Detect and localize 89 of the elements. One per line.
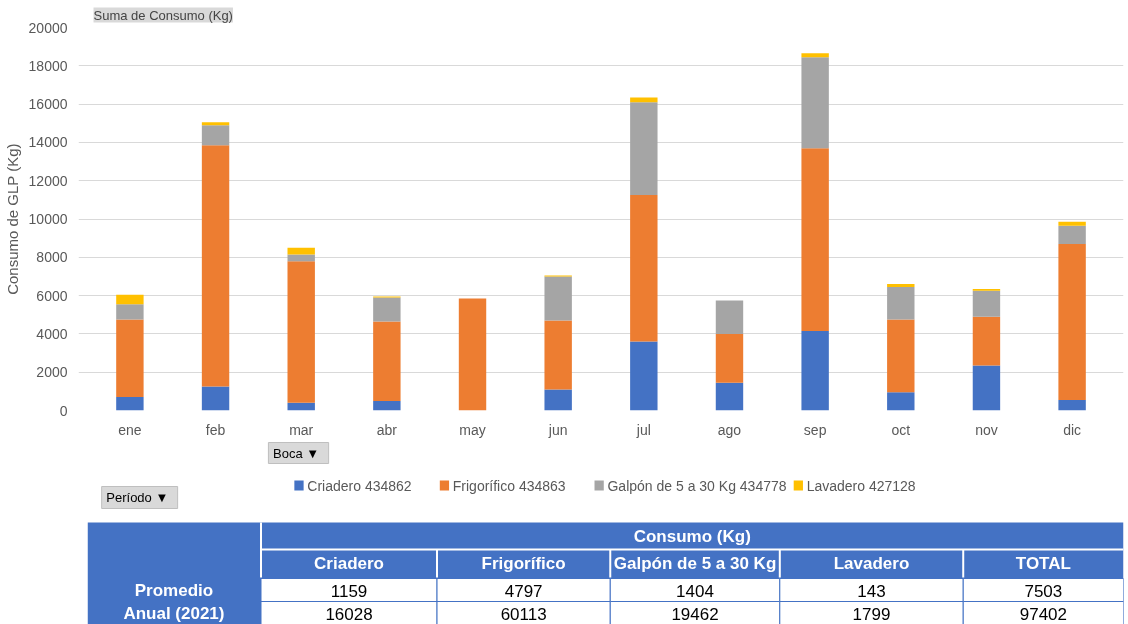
- bar: [801, 53, 829, 58]
- text: Boca ▼: [273, 446, 320, 461]
- bar: [201, 145, 230, 387]
- bar: [1058, 221, 1086, 226]
- text: 1404: [676, 581, 714, 601]
- text: 1799: [852, 604, 891, 624]
- bar: [972, 365, 1001, 411]
- legend-label: Criadero 434862: [307, 477, 412, 494]
- bar: [972, 316, 1001, 366]
- bar: [116, 304, 144, 320]
- bar: [287, 261, 315, 403]
- y-tick-label: 12000: [28, 172, 68, 189]
- y-tick-label: 4000: [36, 325, 68, 342]
- text: 60113: [500, 604, 547, 624]
- y-tick-label: 16000: [28, 96, 68, 113]
- y-tick-label: 2000: [36, 364, 68, 381]
- y-tick-label: 0: [59, 402, 68, 419]
- bar: [887, 284, 915, 287]
- text: Consumo (Kg): [633, 527, 751, 546]
- bar: [715, 300, 744, 334]
- legend-label: Lavadero 427128: [806, 477, 916, 494]
- x-tick-label: ago: [717, 421, 742, 438]
- x-tick-label: jun: [547, 421, 568, 438]
- text: 7503: [1024, 581, 1063, 601]
- bar: [630, 195, 658, 342]
- bar: [201, 125, 230, 146]
- bar: [373, 400, 401, 411]
- x-tick-label: may: [459, 421, 486, 438]
- y-tick-label: 10000: [28, 211, 68, 227]
- legend-label: Frigorífico 434863: [452, 477, 566, 494]
- x-tick-label: mar: [289, 421, 314, 438]
- bar: [801, 57, 829, 149]
- bar: [1058, 243, 1086, 400]
- bar: [887, 319, 915, 393]
- bar: [972, 290, 1001, 317]
- bar: [201, 386, 230, 411]
- text: Criadero: [314, 554, 384, 573]
- bar: [458, 298, 487, 411]
- chart-title: Suma de Consumo (Kg): [93, 7, 233, 23]
- x-tick-label: dic: [1063, 421, 1082, 438]
- legend-label: Galpón de 5 a 30 Kg 434778: [607, 477, 787, 494]
- bar: [887, 392, 915, 411]
- x-tick-label: jul: [635, 421, 651, 438]
- bar: [116, 319, 144, 398]
- bar: [801, 148, 829, 332]
- bar: [116, 397, 144, 411]
- y-tick-label: 8000: [36, 249, 68, 266]
- bar: [715, 382, 744, 411]
- x-tick-label: oct: [891, 421, 911, 438]
- x-tick-label: ene: [118, 421, 142, 438]
- bar: [373, 297, 401, 322]
- bar: [544, 389, 572, 411]
- y-tick-label: 18000: [28, 57, 68, 74]
- text: Lavadero: [833, 554, 910, 573]
- y-tick-label: 20000: [28, 19, 68, 36]
- text: Promedio: [134, 581, 214, 600]
- text: 1159: [330, 581, 368, 601]
- bar: [1058, 399, 1086, 411]
- text: Período ▼: [106, 490, 169, 505]
- bar: [630, 341, 658, 411]
- bar: [887, 286, 915, 320]
- x-tick-label: feb: [205, 421, 226, 438]
- y-tick-label: 14000: [28, 134, 68, 151]
- text: 4797: [504, 581, 543, 601]
- bar: [715, 333, 744, 383]
- text: TOTAL: [1015, 554, 1071, 573]
- bar: [287, 402, 315, 411]
- x-tick-label: nov: [975, 421, 998, 438]
- bar: [116, 294, 144, 305]
- bar: [1058, 225, 1086, 244]
- text: 16028: [325, 604, 373, 624]
- x-tick-label: abr: [376, 421, 398, 438]
- text: Anual (2021): [123, 604, 225, 623]
- bar: [544, 320, 572, 390]
- bar: [544, 276, 572, 321]
- bar: [630, 97, 658, 103]
- x-tick-label: sep: [803, 421, 827, 438]
- text: 19462: [671, 604, 719, 624]
- bar: [201, 122, 230, 126]
- bar: [801, 331, 829, 411]
- bar: [373, 321, 401, 401]
- text: Frigorífico: [481, 554, 566, 573]
- y-axis-title: Consumo de GLP (Kg): [3, 143, 21, 295]
- text: Galpón de 5 a 30 Kg: [613, 554, 777, 573]
- bar: [287, 254, 315, 262]
- text: 143: [857, 581, 886, 601]
- y-tick-label: 6000: [36, 287, 68, 304]
- text: 97402: [1019, 604, 1068, 624]
- bar: [630, 102, 658, 196]
